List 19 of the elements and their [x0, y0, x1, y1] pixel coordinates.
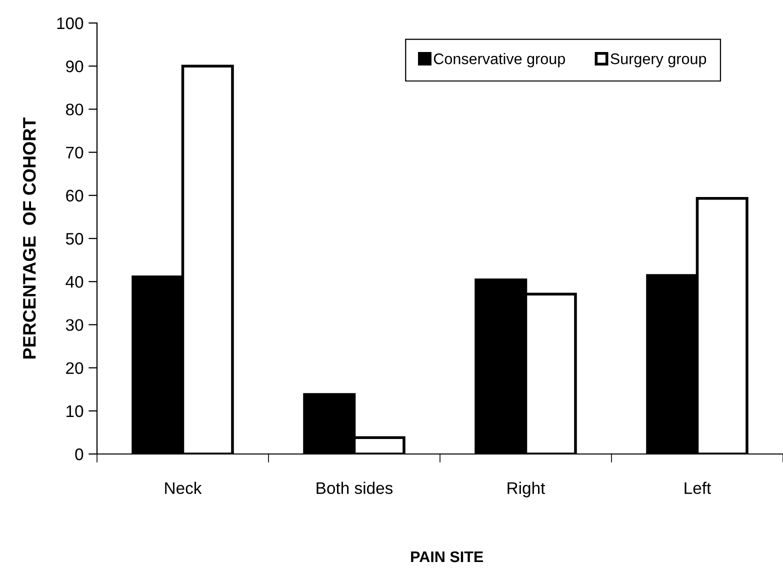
y-tick-label: 0	[75, 448, 84, 460]
y-tick-label: 50	[66, 232, 84, 245]
x-tick-label: Both sides	[316, 482, 393, 494]
x-axis-title: PAIN SITE	[411, 551, 484, 562]
y-tick-label: 10	[66, 405, 84, 418]
legend-label: Surgery group	[610, 53, 706, 68]
legend-label: Conservative group	[434, 53, 565, 68]
x-tick-label: Right	[508, 482, 546, 498]
x-tick-label: Left	[684, 482, 712, 494]
y-tick-label: 100	[57, 17, 84, 30]
x-tick-label: Neck	[165, 482, 202, 494]
y-axis-title: PERCENTAGE OF COHORT	[22, 117, 36, 359]
y-tick-label: 40	[66, 276, 84, 288]
y-tick-label: 80	[66, 104, 84, 116]
y-tick-label: 90	[66, 60, 84, 72]
y-tick-label: 60	[66, 190, 84, 202]
y-tick-label: 70	[66, 146, 84, 159]
y-tick-label: 20	[66, 362, 84, 374]
y-tick-label: 30	[66, 319, 84, 331]
